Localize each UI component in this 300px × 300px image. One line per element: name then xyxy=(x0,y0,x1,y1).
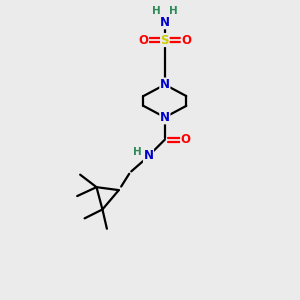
Text: O: O xyxy=(139,34,148,46)
Text: O: O xyxy=(181,34,191,46)
Text: O: O xyxy=(181,133,191,146)
Text: N: N xyxy=(143,149,154,162)
Text: H: H xyxy=(133,147,142,158)
Text: S: S xyxy=(160,34,169,46)
Text: N: N xyxy=(160,111,170,124)
Text: N: N xyxy=(160,16,170,29)
Text: H: H xyxy=(169,6,178,16)
Text: N: N xyxy=(160,78,170,91)
Text: H: H xyxy=(152,6,161,16)
